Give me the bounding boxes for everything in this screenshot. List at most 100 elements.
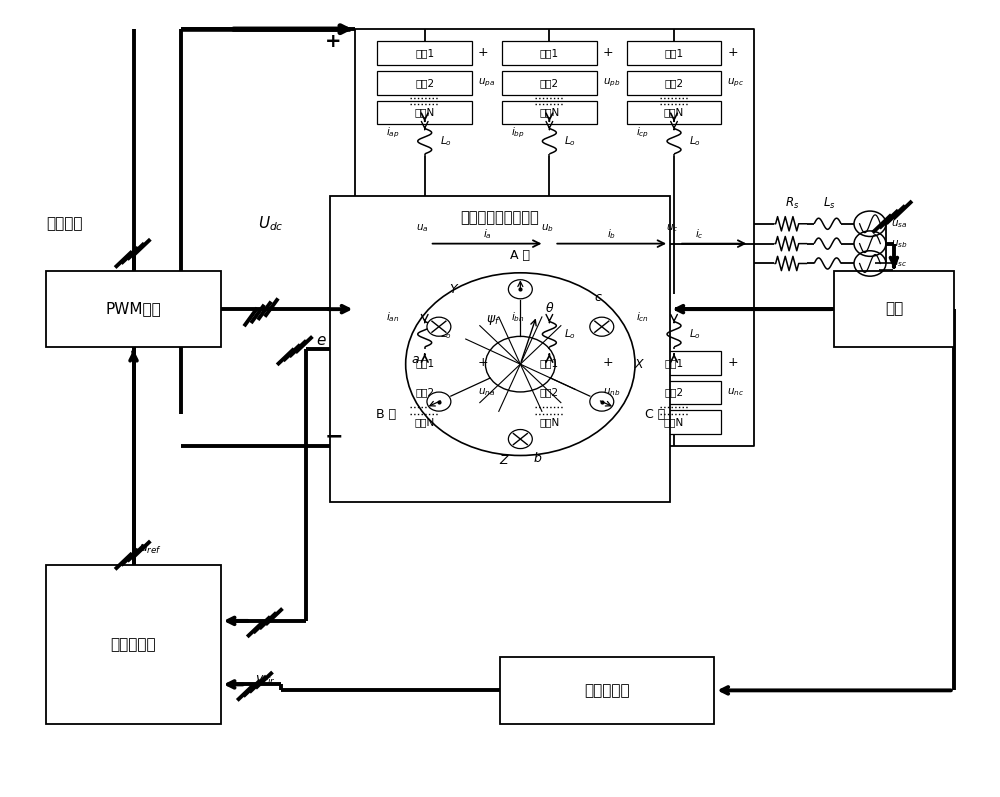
Text: $i_{bn}$: $i_{bn}$ (511, 311, 524, 324)
Text: 单元2: 单元2 (664, 78, 684, 88)
FancyBboxPatch shape (377, 71, 472, 95)
FancyBboxPatch shape (627, 351, 721, 375)
Circle shape (590, 317, 614, 336)
Text: B 相: B 相 (376, 408, 396, 421)
Text: 单元N: 单元N (415, 108, 435, 118)
Circle shape (508, 280, 532, 299)
FancyBboxPatch shape (502, 381, 597, 404)
Text: $u_{na}$: $u_{na}$ (478, 387, 495, 398)
Circle shape (427, 392, 451, 411)
FancyBboxPatch shape (627, 41, 721, 65)
Text: +: + (603, 355, 613, 368)
Text: 单元1: 单元1 (540, 48, 559, 58)
Text: 单元1: 单元1 (415, 48, 434, 58)
Text: 单元2: 单元2 (415, 78, 434, 88)
FancyBboxPatch shape (627, 381, 721, 404)
Text: 单元N: 单元N (539, 108, 559, 118)
Text: +: + (325, 32, 342, 50)
Text: 单元2: 单元2 (540, 387, 559, 398)
FancyBboxPatch shape (377, 410, 472, 434)
FancyBboxPatch shape (502, 100, 597, 124)
FancyBboxPatch shape (377, 381, 472, 404)
Text: 单元2: 单元2 (415, 387, 434, 398)
Text: $u_{sb}$: $u_{sb}$ (891, 238, 908, 249)
Text: $i_{cn}$: $i_{cn}$ (636, 311, 649, 324)
FancyBboxPatch shape (627, 71, 721, 95)
Text: $L_o$: $L_o$ (689, 328, 701, 341)
Text: $u_{pa}$: $u_{pa}$ (478, 77, 495, 89)
Text: a: a (412, 353, 419, 366)
Text: $u_{nb}$: $u_{nb}$ (603, 387, 620, 398)
Text: $u_b$: $u_b$ (541, 222, 554, 234)
Text: $i_{bp}$: $i_{bp}$ (511, 125, 524, 139)
Text: c: c (595, 291, 602, 304)
Text: 单元1: 单元1 (664, 358, 684, 367)
FancyBboxPatch shape (377, 351, 472, 375)
FancyBboxPatch shape (46, 272, 221, 347)
Text: $u_{sc}$: $u_{sc}$ (891, 257, 907, 269)
Text: +: + (478, 355, 489, 368)
Text: 开关信号: 开关信号 (46, 216, 83, 231)
FancyBboxPatch shape (627, 410, 721, 434)
Text: $L_o$: $L_o$ (689, 134, 701, 148)
Circle shape (508, 430, 532, 449)
Text: 单元1: 单元1 (664, 48, 684, 58)
Text: 环流控制器: 环流控制器 (584, 683, 630, 698)
Text: 单元N: 单元N (415, 418, 435, 427)
Text: $L_o$: $L_o$ (440, 328, 452, 341)
Text: 单元1: 单元1 (415, 358, 434, 367)
Text: 电压合成器: 电压合成器 (111, 638, 156, 652)
Text: $i_a$: $i_a$ (483, 227, 491, 241)
Text: $\theta$: $\theta$ (545, 300, 555, 315)
Text: 单元2: 单元2 (664, 387, 684, 398)
Text: 单元N: 单元N (664, 108, 684, 118)
Text: $U_{dc}$: $U_{dc}$ (258, 214, 283, 233)
FancyBboxPatch shape (330, 196, 670, 502)
Text: PWM调制: PWM调制 (106, 301, 161, 316)
Text: A 相: A 相 (510, 249, 530, 262)
FancyBboxPatch shape (627, 100, 721, 124)
Text: b: b (534, 452, 541, 465)
Text: +: + (478, 46, 489, 59)
FancyBboxPatch shape (502, 41, 597, 65)
Text: C 相: C 相 (645, 408, 665, 421)
Text: 单元1: 单元1 (540, 358, 559, 367)
Text: −: − (324, 426, 343, 446)
Text: 采样: 采样 (885, 301, 903, 316)
Text: $u_{ref}$: $u_{ref}$ (139, 543, 162, 556)
Text: $L_s$: $L_s$ (823, 196, 835, 211)
Text: Z: Z (499, 453, 507, 467)
FancyBboxPatch shape (377, 41, 472, 65)
Circle shape (427, 317, 451, 336)
FancyBboxPatch shape (502, 71, 597, 95)
FancyBboxPatch shape (500, 657, 714, 724)
FancyBboxPatch shape (502, 410, 597, 434)
Text: $i_{cp}$: $i_{cp}$ (636, 125, 649, 139)
Text: X: X (635, 358, 644, 371)
Circle shape (590, 392, 614, 411)
Text: 单元N: 单元N (539, 418, 559, 427)
Text: $R_s$: $R_s$ (785, 196, 799, 211)
Text: $i_{ap}$: $i_{ap}$ (386, 125, 400, 139)
Text: $L_o$: $L_o$ (564, 134, 576, 148)
Text: $e$: $e$ (316, 333, 326, 348)
Text: +: + (727, 355, 738, 368)
Text: $L_o$: $L_o$ (564, 328, 576, 341)
Text: +: + (727, 46, 738, 59)
Text: $u_a$: $u_a$ (416, 222, 429, 234)
FancyBboxPatch shape (377, 100, 472, 124)
Text: $L_o$: $L_o$ (440, 134, 452, 148)
FancyBboxPatch shape (46, 565, 221, 724)
Text: 单元2: 单元2 (540, 78, 559, 88)
Text: $i_c$: $i_c$ (695, 227, 703, 241)
Text: 虚拟同步电机控制器: 虚拟同步电机控制器 (461, 210, 539, 226)
Text: $u_c$: $u_c$ (666, 222, 678, 234)
Text: Y: Y (450, 283, 457, 296)
Text: $i_{an}$: $i_{an}$ (386, 311, 400, 324)
FancyBboxPatch shape (834, 272, 954, 347)
Text: +: + (603, 46, 613, 59)
Text: $u_{pb}$: $u_{pb}$ (603, 77, 620, 89)
Text: $u_{pc}$: $u_{pc}$ (727, 77, 744, 89)
Text: $v_{cir}$: $v_{cir}$ (255, 674, 276, 687)
Text: $i_b$: $i_b$ (607, 227, 616, 241)
